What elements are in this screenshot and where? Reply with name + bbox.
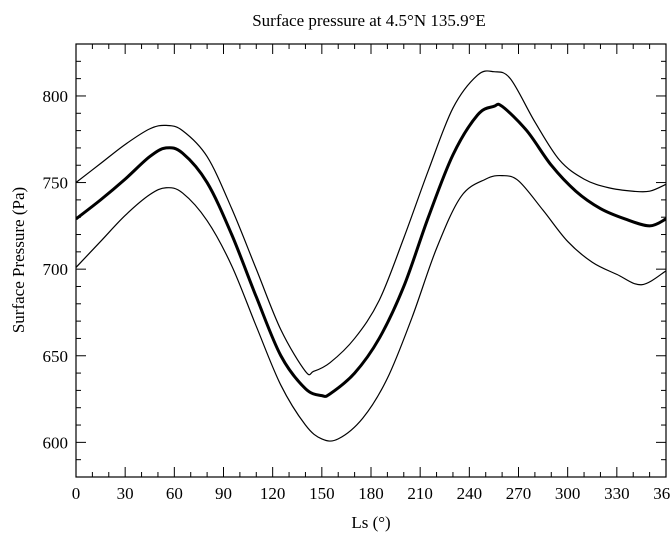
x-tick-label: 330 (604, 484, 630, 503)
x-tick-label: 90 (215, 484, 232, 503)
x-tick-label: 0 (72, 484, 81, 503)
x-tick-label: 30 (117, 484, 134, 503)
lower-envelope-line (76, 174, 666, 442)
mean-pressure-line (76, 102, 666, 398)
x-tick-label: 270 (506, 484, 532, 503)
y-tick-label: 750 (43, 174, 69, 193)
y-tick-label: 800 (43, 87, 69, 106)
x-tick-label: 300 (555, 484, 581, 503)
x-axis-label: Ls (°) (351, 513, 390, 532)
y-tick-label: 700 (43, 260, 69, 279)
axis-ticks (75, 43, 667, 478)
x-tick-label: 240 (457, 484, 483, 503)
chart-title: Surface pressure at 4.5°N 135.9°E (252, 11, 486, 30)
plot-frame (75, 43, 667, 478)
x-tick-label: 150 (309, 484, 335, 503)
upper-envelope-line (76, 70, 666, 376)
x-tick-label: 120 (260, 484, 286, 503)
y-tick-label: 650 (43, 347, 69, 366)
y-tick-labels: 600 650 700 750 800 (43, 87, 69, 452)
y-tick-label: 600 (43, 433, 69, 452)
x-tick-label: 360 (653, 484, 670, 503)
series-layer (76, 70, 666, 442)
x-tick-label: 180 (358, 484, 384, 503)
x-tick-label: 60 (166, 484, 183, 503)
y-axis-label: Surface Pressure (Pa) (9, 187, 28, 333)
x-tick-label: 210 (407, 484, 433, 503)
x-tick-labels: 0 30 60 90 120 150 180 210 240 270 300 330 360 (72, 484, 670, 503)
